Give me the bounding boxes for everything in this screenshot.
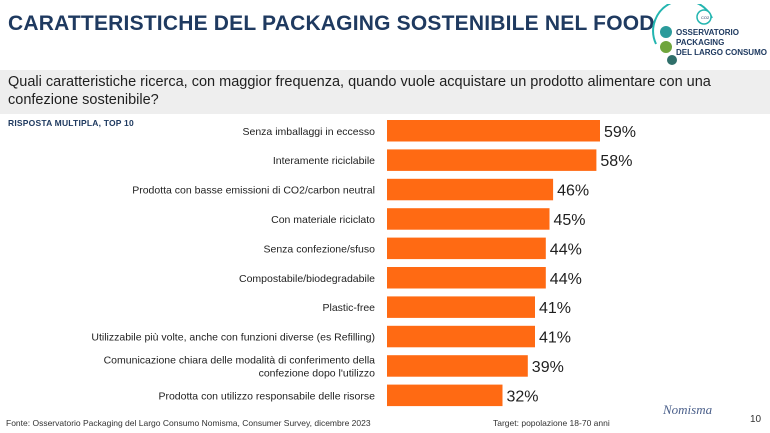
value-label: 58% (600, 153, 632, 170)
nomisma-logo: Nomisma (663, 402, 713, 417)
value-label: 45% (554, 212, 586, 229)
category-label-line: Interamente riciclabile (273, 155, 375, 167)
category-label-line: Con materiale riciclato (271, 214, 375, 226)
category-label-line: Comunicazione chiara delle modalità di c… (104, 354, 376, 366)
value-label: 39% (532, 359, 564, 376)
bar (387, 237, 546, 260)
bar (387, 267, 546, 289)
category-label-line: confezione dopo l'utilizzo (259, 367, 376, 379)
logo-line: DEL LARGO CONSUMO (676, 48, 767, 57)
category-label: Comunicazione chiara delle modalità di c… (104, 354, 376, 379)
value-label: 59% (604, 124, 636, 141)
bar (387, 296, 535, 318)
category-label-line: Plastic-free (322, 302, 375, 314)
target-note: Target: popolazione 18-70 anni (493, 418, 610, 428)
logo-text: OSSERVATORIO PACKAGING DEL LARGO CONSUMO (676, 28, 767, 58)
category-label-line: Prodotta con utilizzo responsabile delle… (158, 390, 375, 402)
category-label: Prodotta con utilizzo responsabile delle… (158, 390, 375, 402)
category-label: Senza imballaggi in eccesso (243, 126, 376, 138)
question-band (0, 70, 770, 114)
category-label-line: Senza confezione/sfuso (264, 243, 376, 255)
category-label: Prodotta con basse emissioni di CO2/carb… (132, 185, 375, 197)
osservatorio-logo: CO2 (652, 4, 713, 65)
value-label: 41% (539, 300, 571, 317)
logo-line: OSSERVATORIO (676, 28, 739, 37)
survey-question: Quali caratteristiche ricerca, con maggi… (8, 74, 711, 108)
value-label: 44% (550, 271, 582, 288)
svg-text:CO2: CO2 (701, 15, 710, 20)
bar (387, 355, 528, 377)
bar (387, 325, 535, 348)
bar (387, 384, 503, 407)
page-title: CARATTERISTICHE DEL PACKAGING SOSTENIBIL… (8, 12, 655, 35)
value-label: 41% (539, 330, 571, 347)
bar-chart: 59% Senza imballaggi in eccesso 58% Interam… (91, 120, 636, 407)
category-label-line: Senza imballaggi in eccesso (243, 126, 376, 138)
category-label: Utilizzabile più volte, anche con funzio… (91, 332, 375, 344)
bar (387, 208, 550, 230)
bar (387, 120, 600, 142)
category-label-line: Compostabile/biodegradabile (239, 273, 375, 285)
category-label-line: Utilizzabile più volte, anche con funzio… (91, 332, 375, 344)
bar (387, 178, 554, 201)
category-label: Compostabile/biodegradabile (239, 273, 375, 285)
value-label: 32% (507, 388, 539, 405)
source-note: Fonte: Osservatorio Packaging del Largo … (6, 418, 371, 428)
category-label: Interamente riciclabile (273, 155, 375, 167)
category-label-line: Prodotta con basse emissioni di CO2/carb… (132, 185, 375, 197)
category-label: Plastic-free (322, 302, 375, 314)
page-number: 10 (750, 414, 762, 425)
value-label: 46% (557, 183, 589, 200)
category-label: Senza confezione/sfuso (264, 243, 376, 255)
bar (387, 149, 597, 171)
chart-subtitle: RISPOSTA MULTIPLA, TOP 10 (8, 118, 134, 128)
value-label: 44% (550, 241, 582, 258)
logo-line: PACKAGING (676, 38, 725, 47)
category-label: Con materiale riciclato (271, 214, 375, 226)
